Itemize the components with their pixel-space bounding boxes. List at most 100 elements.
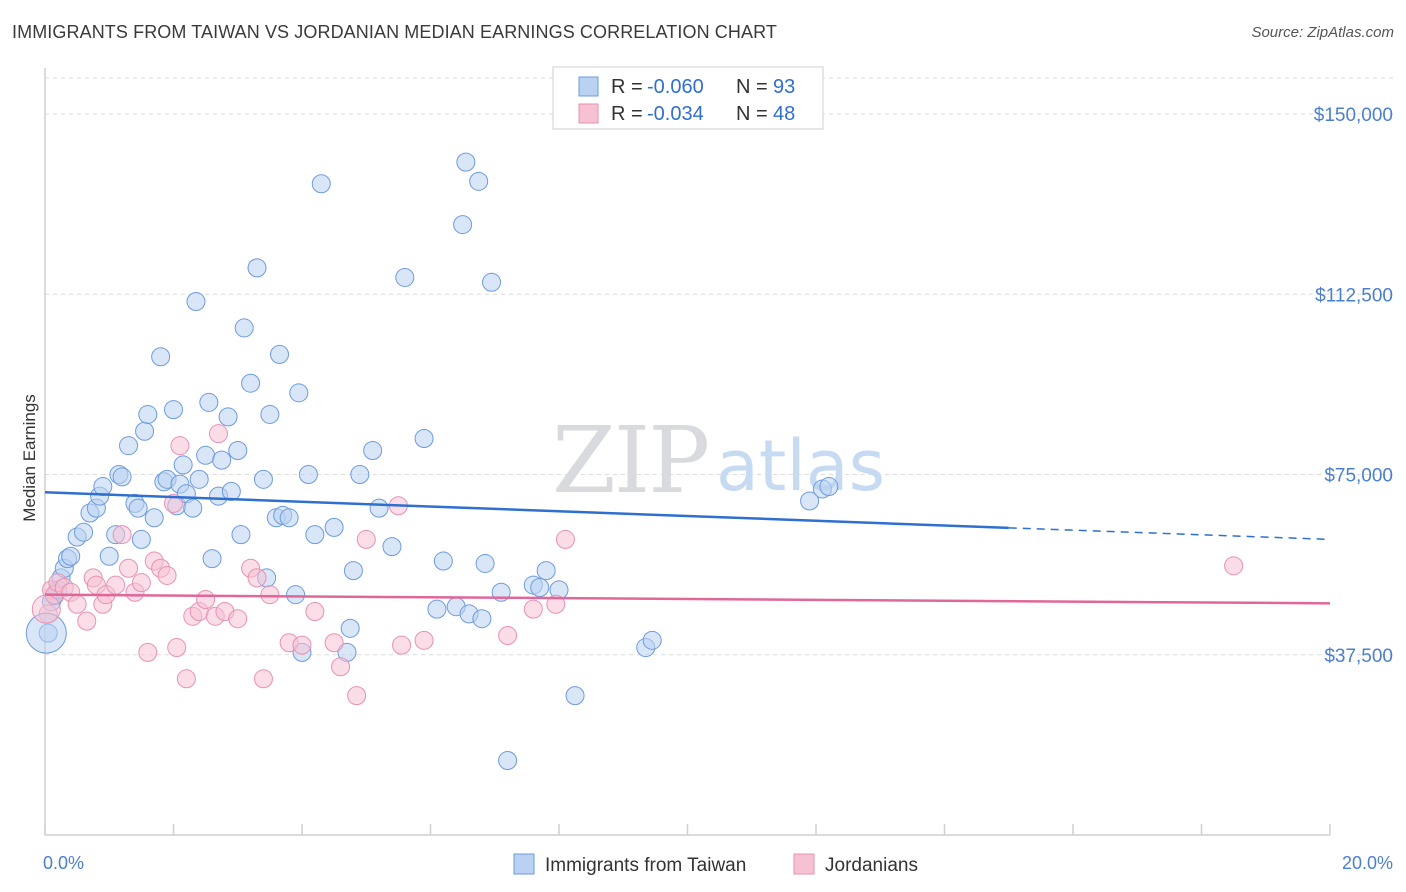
jordanian-point: [523, 599, 543, 619]
taiwan-point: [199, 392, 219, 412]
series-legend-swatch-jordanians: [793, 853, 815, 875]
taiwan-point: [427, 599, 447, 619]
jordanian-point: [67, 594, 87, 614]
jordanian-point: [167, 638, 187, 658]
taiwan-point: [475, 553, 495, 573]
taiwan-point: [565, 686, 585, 706]
taiwan-point: [340, 618, 360, 638]
jordanian-point: [555, 529, 575, 549]
jordanian-point: [170, 436, 190, 456]
taiwan-point: [144, 508, 164, 528]
legend-n-value-jordanians: 48: [773, 103, 795, 125]
taiwan-point: [131, 529, 151, 549]
taiwan-point: [99, 546, 119, 566]
taiwan-point: [642, 630, 662, 650]
jordanian-point: [164, 493, 183, 513]
chart-title: IMMIGRANTS FROM TAIWAN VS JORDANIAN MEDI…: [12, 22, 777, 42]
watermark-zip: ZIP: [552, 407, 708, 514]
taiwan-point: [350, 465, 370, 485]
series-legend: Immigrants from Taiwan Jordanians: [513, 853, 918, 876]
legend-n-label-taiwan: N =: [736, 76, 768, 98]
y-tick-labels: $37,500 $75,000 $112,500 $150,000: [1314, 105, 1393, 667]
taiwan-trend-line: [44, 491, 1009, 530]
taiwan-point: [202, 549, 222, 569]
taiwan-point: [231, 525, 251, 545]
y-tick-label: $112,500: [1315, 285, 1393, 306]
jordanian-point: [347, 686, 367, 706]
jordanian-point: [208, 424, 228, 444]
y-tick-label: $37,500: [1324, 646, 1393, 667]
watermark: ZIP atlas: [552, 407, 885, 514]
jordanian-point: [498, 626, 518, 646]
taiwan-point: [414, 428, 434, 448]
jordanian-point: [77, 611, 97, 631]
jordanian-point: [292, 635, 312, 655]
taiwan-point: [482, 272, 502, 292]
taiwan-point: [343, 561, 363, 581]
legend-n-label-jordanians: N =: [736, 103, 768, 125]
legend-swatch-taiwan: [578, 76, 599, 97]
x-tick-label: 20.0%: [1342, 853, 1393, 873]
axes: [44, 68, 1331, 836]
data-points: [25, 152, 1244, 771]
y-tick-label: $75,000: [1324, 466, 1393, 487]
taiwan-point: [247, 258, 267, 278]
jordanian-point: [331, 657, 351, 677]
taiwan-point: [433, 551, 453, 571]
taiwan-point: [369, 498, 389, 518]
taiwan-point: [112, 467, 132, 487]
y-axis-label: Median Earnings: [20, 394, 39, 522]
jordanian-point: [305, 602, 325, 622]
watermark-atlas: atlas: [716, 425, 885, 507]
taiwan-point: [221, 481, 241, 501]
taiwan-point: [183, 498, 203, 518]
jordanian-point: [392, 635, 412, 655]
trend-lines: [44, 491, 1331, 605]
jordanian-point: [106, 575, 126, 595]
taiwan-point: [453, 215, 473, 235]
jordanian-point: [112, 525, 132, 545]
taiwan-point: [530, 577, 550, 597]
y-tick-label: $150,000: [1314, 105, 1393, 126]
taiwan-point: [395, 267, 415, 287]
jordanian-trend-line: [44, 593, 1331, 605]
taiwan-point: [128, 498, 148, 518]
taiwan-point: [74, 522, 94, 542]
taiwan-point: [138, 404, 158, 424]
taiwan-point: [498, 751, 518, 771]
taiwan-point: [819, 477, 839, 497]
x-tick-label: 0.0%: [43, 853, 84, 873]
taiwan-point: [196, 445, 216, 465]
taiwan-point: [305, 525, 325, 545]
taiwan-point: [228, 440, 248, 460]
taiwan-point: [456, 152, 476, 172]
taiwan-point: [151, 347, 171, 367]
legend-r-label-taiwan: R =: [611, 76, 643, 98]
series-legend-label-taiwan: Immigrants from Taiwan: [545, 855, 746, 876]
legend-n-value-taiwan: 93: [773, 76, 795, 98]
stats-legend: R = -0.060 N = 93 R = -0.034 N = 48: [552, 66, 824, 130]
taiwan-point: [382, 537, 402, 557]
jordanian-point: [253, 669, 273, 689]
taiwan-point: [472, 609, 492, 629]
taiwan-point: [241, 373, 261, 393]
jordanian-point: [196, 589, 216, 609]
legend-r-label-jordanians: R =: [611, 103, 643, 125]
taiwan-point: [270, 344, 290, 364]
taiwan-point: [164, 400, 183, 420]
jordanian-point: [324, 633, 344, 653]
taiwan-trend-extension: [1008, 527, 1331, 541]
legend-r-value-taiwan: -0.060: [647, 76, 704, 98]
jordanian-point: [546, 594, 566, 614]
jordanian-point: [356, 529, 376, 549]
jordanian-point: [247, 568, 267, 588]
taiwan-point: [469, 171, 489, 191]
taiwan-point: [311, 174, 331, 194]
jordanian-point: [31, 594, 61, 624]
taiwan-point: [289, 383, 309, 403]
x-tick-labels: 0.0% 20.0%: [43, 853, 1393, 873]
taiwan-point: [324, 517, 344, 537]
taiwan-point: [93, 477, 113, 497]
jordanian-point: [176, 669, 196, 689]
jordanian-point: [138, 642, 158, 662]
